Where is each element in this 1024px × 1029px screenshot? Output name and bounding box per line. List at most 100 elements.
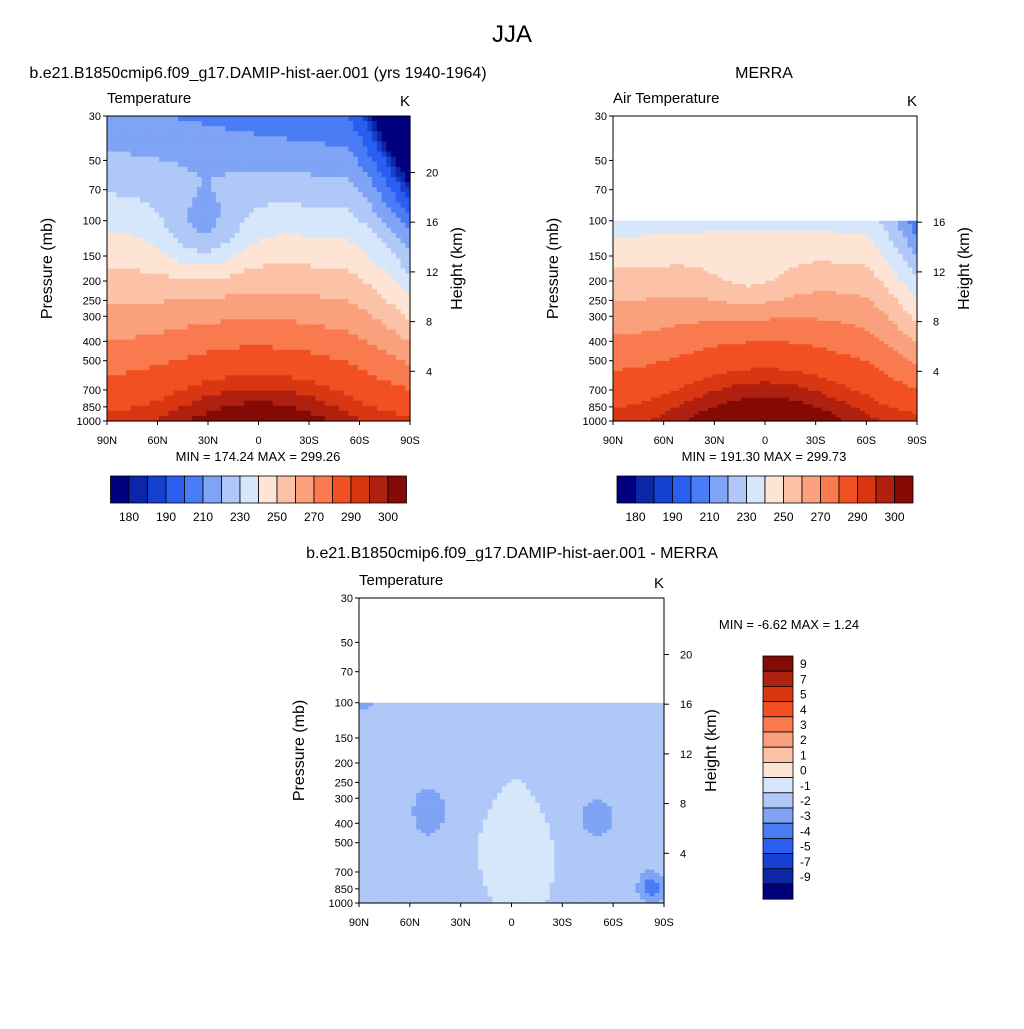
panel-model-cell <box>192 157 197 163</box>
panel-model-cell <box>202 213 207 219</box>
panel-model-cell <box>259 177 264 183</box>
panel-model-cell <box>282 167 287 173</box>
panel-model-cell <box>254 309 259 315</box>
panel-model-cell <box>221 258 226 264</box>
panel-model-cell <box>259 340 264 346</box>
panel-model-cell <box>221 187 226 193</box>
panel-model-colorbar-box <box>370 476 389 503</box>
panel-model-cell <box>382 162 387 168</box>
panel-model-cell <box>372 202 377 208</box>
panel-model-cell <box>140 319 145 325</box>
panel-model-cell <box>334 406 339 412</box>
panel-model-cell <box>178 335 183 341</box>
panel-model-cell <box>382 223 387 229</box>
panel-model-cell <box>173 157 178 163</box>
panel-model-cell <box>197 136 202 142</box>
panel-model-cell <box>187 157 192 163</box>
panel-model-cell <box>140 299 145 305</box>
panel-model-cell <box>116 375 121 381</box>
panel-model-cell <box>282 370 287 376</box>
panel-model-cell <box>254 391 259 397</box>
panel-model-ytick-label: 500 <box>83 356 101 368</box>
panel-model-cell <box>367 248 372 254</box>
panel-model-cell <box>282 131 287 137</box>
panel-model-cell <box>259 391 264 397</box>
panel-model-cell <box>145 263 150 269</box>
panel-model-cell <box>273 340 278 346</box>
panel-model-colorbar-box <box>240 476 259 503</box>
panel-model-cell <box>339 263 344 269</box>
panel-model-cell <box>382 289 387 295</box>
panel-model-cell <box>131 385 136 391</box>
panel-model-cell <box>367 182 372 188</box>
panel-model-cell <box>277 253 282 259</box>
panel-model-cell <box>325 213 330 219</box>
panel-model-cell <box>339 238 344 244</box>
panel-model-cell <box>135 360 140 366</box>
panel-model-cell <box>225 350 230 356</box>
panel-model-y2tick-label: 4 <box>426 366 432 378</box>
panel-model-cell <box>154 269 159 275</box>
panel-model-cell <box>320 157 325 163</box>
panel-model-cell <box>211 258 216 264</box>
panel-model-cell <box>363 172 368 178</box>
panel-model-cell <box>372 197 377 203</box>
panel-model-cell <box>277 162 282 168</box>
panel-model-cell <box>348 294 353 300</box>
panel-model-cell <box>112 396 117 402</box>
panel-model-cell <box>401 299 406 305</box>
panel-model-cell <box>358 243 363 249</box>
panel-model-cell <box>249 218 254 224</box>
panel-model-cell <box>339 162 344 168</box>
panel-model-cell <box>282 304 287 310</box>
panel-model-cell <box>230 411 235 417</box>
panel-model-cell <box>382 335 387 341</box>
panel-model-cell <box>391 233 396 239</box>
panel-model-cell <box>287 228 292 234</box>
panel-model-cell <box>202 391 207 397</box>
panel-model-cell <box>183 167 188 173</box>
panel-model-cell <box>401 330 406 336</box>
panel-model-cell <box>221 243 226 249</box>
panel-model-cell <box>216 213 221 219</box>
panel-model-cell <box>173 187 178 193</box>
panel-model-cell <box>225 319 230 325</box>
panel-model-cell <box>372 350 377 356</box>
panel-model-cell <box>202 233 207 239</box>
panel-model-cell <box>150 294 155 300</box>
panel-model-cell <box>320 208 325 214</box>
panel-model-cell <box>334 213 339 219</box>
panel-model-cell <box>183 350 188 356</box>
panel-model-cell <box>325 172 330 178</box>
panel-model-cell <box>178 253 183 259</box>
panel-model-cell <box>183 243 188 249</box>
panel-model-cell <box>249 238 254 244</box>
panel-model-cell <box>121 335 126 341</box>
panel-model-cell <box>263 401 268 407</box>
panel-model-cell <box>116 299 121 305</box>
panel-model-cell <box>173 131 178 137</box>
panel-model-cell <box>311 304 316 310</box>
panel-model-cell <box>348 289 353 295</box>
panel-model-cell <box>235 345 240 351</box>
panel-model-cell <box>344 218 349 224</box>
panel-model-cell <box>202 197 207 203</box>
panel-model-cell <box>183 304 188 310</box>
panel-model-cell <box>135 167 140 173</box>
panel-model-cell <box>377 411 382 417</box>
panel-model-cell <box>348 350 353 356</box>
panel-model-cell <box>211 238 216 244</box>
panel-model-cell <box>363 406 368 412</box>
panel-model-cell <box>311 294 316 300</box>
panel-model-cell <box>235 304 240 310</box>
panel-model-cell <box>140 126 145 132</box>
panel-model-cell <box>401 253 406 259</box>
panel-model-cell <box>159 248 164 254</box>
panel-model-cell <box>131 141 136 147</box>
panel-model-cell <box>273 411 278 417</box>
panel-model-cell <box>401 411 406 417</box>
panel-model-cell <box>225 233 230 239</box>
panel-model-cell <box>221 269 226 275</box>
panel-model-cell <box>263 350 268 356</box>
panel-model-cell <box>169 324 174 330</box>
